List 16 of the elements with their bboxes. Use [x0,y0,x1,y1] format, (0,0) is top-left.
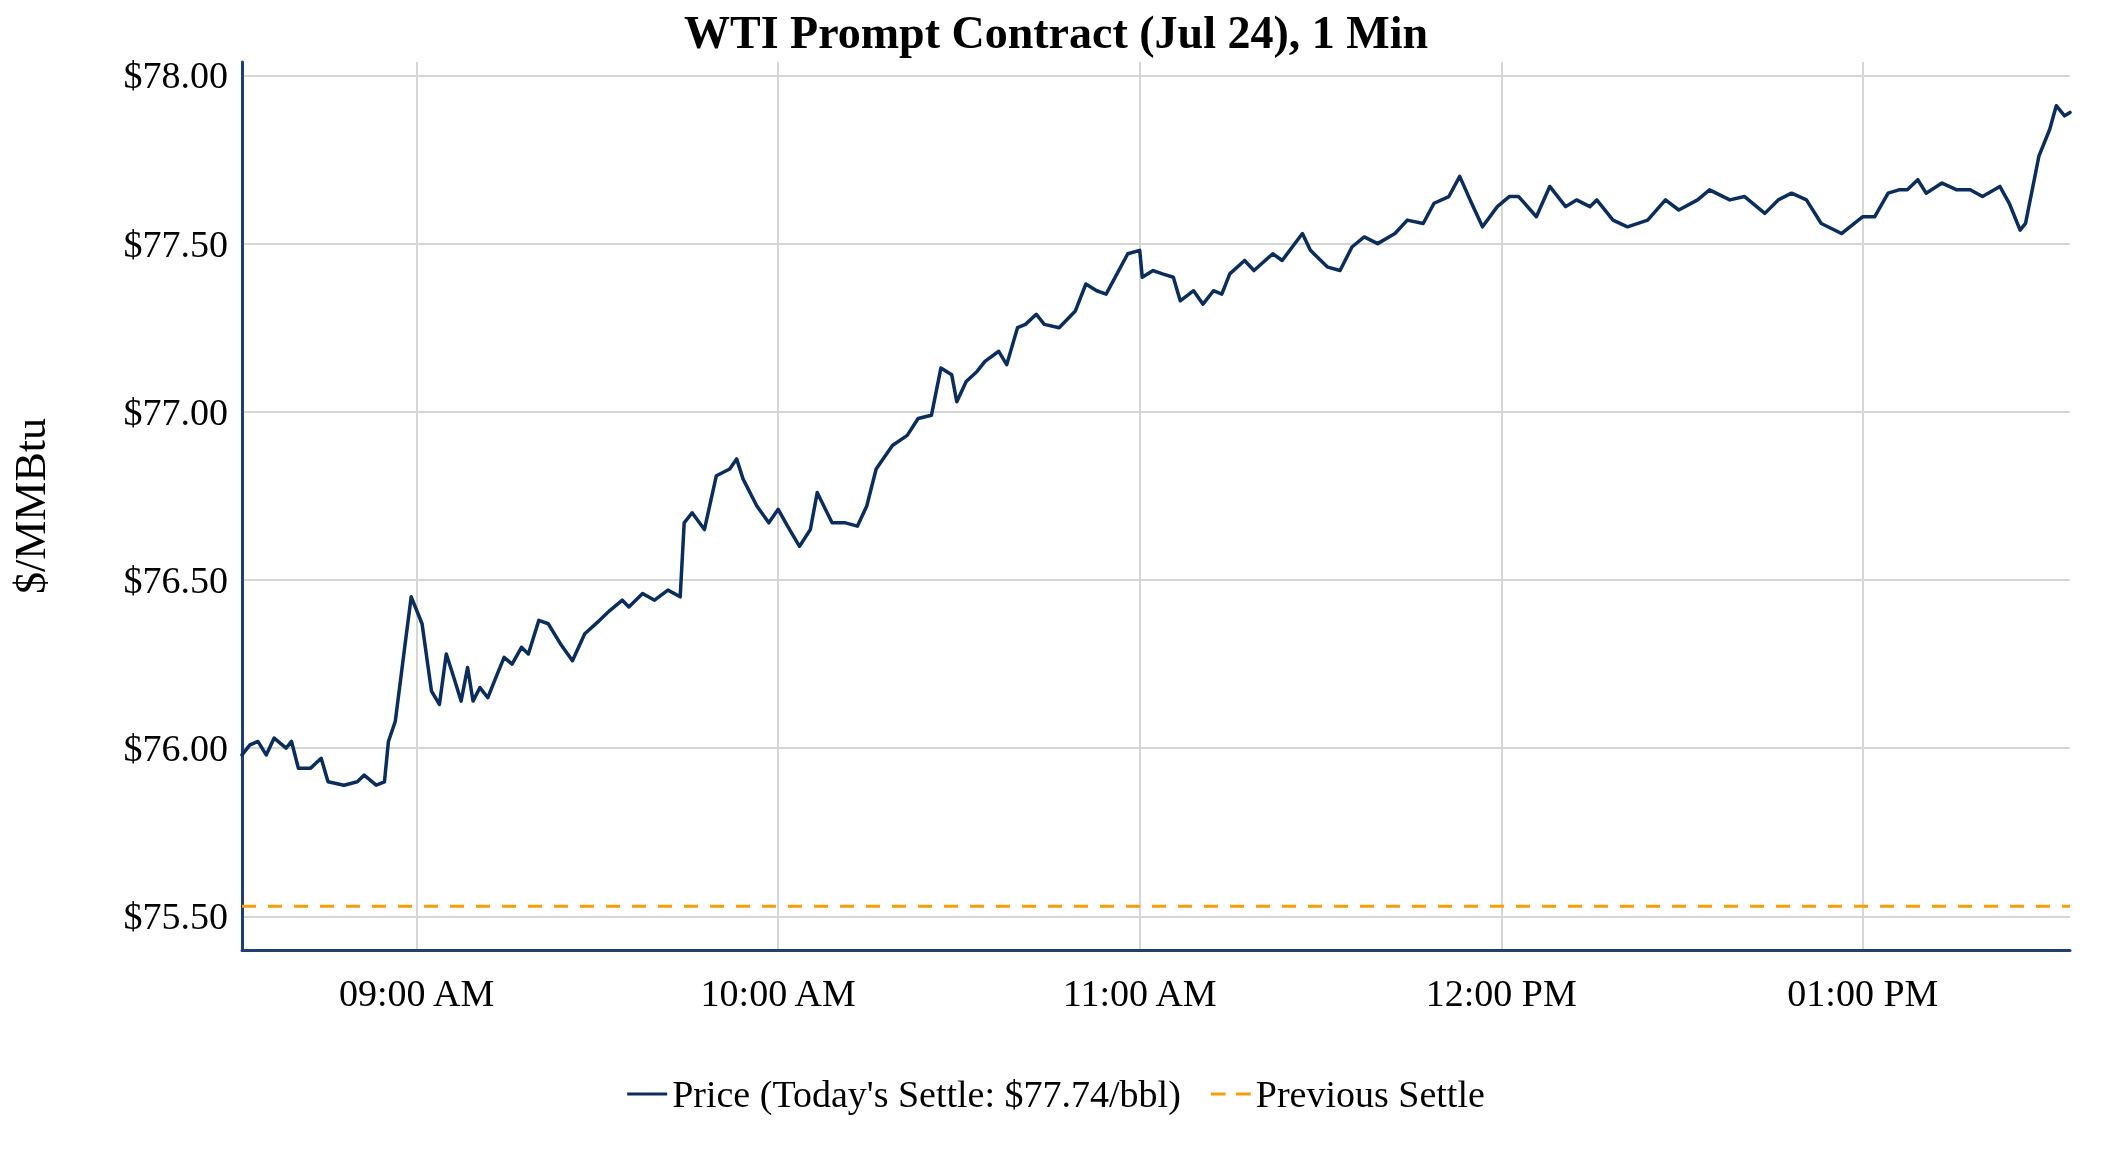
y-tick-label: $75.50 [123,895,228,938]
y-tick-label: $77.00 [123,390,228,433]
x-tick-label: 10:00 AM [700,972,856,1014]
chart-title: WTI Prompt Contract (Jul 24), 1 Min [683,6,1429,58]
x-tick-label: 09:00 AM [339,972,495,1014]
x-tick-label: 12:00 PM [1425,972,1577,1014]
y-tick-label: $76.00 [123,727,228,770]
y-tick-label: $76.50 [123,559,228,601]
legend-label: Price (Today's Settle: $77.74/bbl) [672,1073,1181,1116]
x-tick-label: 01:00 PM [1787,972,1939,1014]
x-tick-label: 11:00 AM [1062,972,1217,1014]
legend-label: Previous Settle [1255,1073,1485,1115]
y-tick-label: $78.00 [123,54,228,97]
y-axis-title: $/MMBtu [5,417,55,595]
y-tick-label: $77.50 [123,222,228,265]
line-series [240,103,2072,787]
